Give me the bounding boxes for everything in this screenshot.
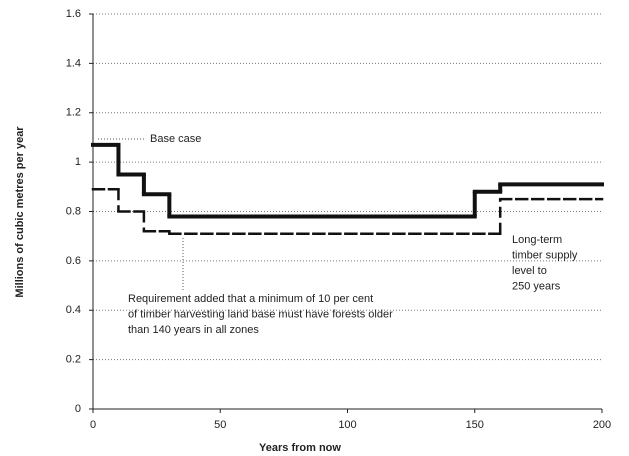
- y-tick-label: 0.4: [66, 304, 81, 316]
- x-tick-label: 0: [90, 419, 96, 431]
- x-tick-label: 200: [593, 419, 611, 431]
- y-tick-label: 0.6: [66, 255, 81, 267]
- x-tick-label: 100: [338, 419, 356, 431]
- y-tick-label: 0.8: [66, 205, 81, 217]
- x-tick-label: 50: [214, 419, 226, 431]
- y-tick-label: 0: [75, 403, 81, 415]
- annotation: Requirement added that a minimum of 10 p…: [128, 293, 373, 305]
- y-axis-label: Millions of cubic metres per year: [14, 126, 26, 298]
- annotation: timber supply: [512, 249, 578, 261]
- annotation: level to: [512, 265, 547, 277]
- x-tick-label: 150: [466, 419, 484, 431]
- annotation: of timber harvesting land base must have…: [128, 308, 393, 320]
- y-tick-label: 1: [75, 156, 81, 168]
- annotation: Base case: [150, 133, 201, 145]
- y-tick-label: 1.4: [66, 57, 81, 69]
- annotation: than 140 years in all zones: [128, 324, 259, 336]
- x-axis-label: Years from now: [259, 442, 341, 454]
- y-tick-label: 1.6: [66, 8, 81, 20]
- annotation: 250 years: [512, 280, 561, 292]
- annotation: Long-term: [512, 234, 562, 246]
- y-tick-label: 1.2: [66, 107, 81, 119]
- y-tick-label: 0.2: [66, 354, 81, 366]
